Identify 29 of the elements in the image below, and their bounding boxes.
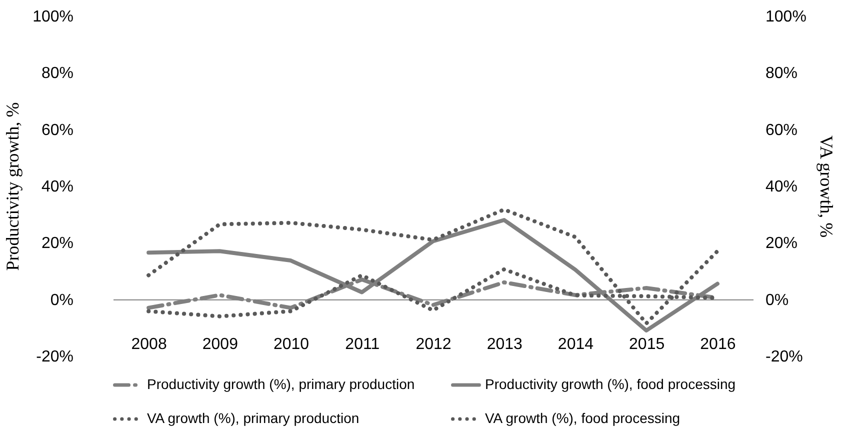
y2-axis-title: VA growth, % [816,135,836,238]
y2-tick-label: 0% [766,292,789,309]
y2-tick-label: 100% [766,8,806,26]
x-tick-label: 2016 [700,336,736,353]
x-tick-label: 2010 [273,336,310,353]
x-tick-label: 2015 [629,336,665,353]
x-tick-label: 2014 [558,336,594,353]
y2-tick-label: -20% [766,348,803,366]
y-tick-label: 100% [32,8,74,26]
y-tick-label: 40% [41,178,74,196]
x-tick-label: 2013 [486,336,523,353]
y-axis-title: Productivity growth, % [2,102,23,271]
x-tick-label: 2012 [416,336,452,353]
legend-label: Productivity growth (%), food processing [485,376,736,392]
y-tick-label: 80% [41,65,74,82]
x-tick-label: 2011 [345,336,380,353]
legend-label: Productivity growth (%), primary production [147,376,415,392]
legend-label: VA growth (%), food processing [485,410,680,426]
legend-label: VA growth (%), primary production [147,410,360,426]
y2-tick-label: 40% [766,178,798,196]
y2-tick-label: 20% [766,235,798,252]
x-tick-label: 2008 [131,336,167,353]
y2-tick-label: 80% [766,65,798,82]
x-tick-label: 2009 [202,336,238,353]
y2-tick-label: 60% [766,122,798,139]
y-tick-label: -20% [36,348,74,366]
y-tick-label: 20% [41,235,74,252]
y-tick-label: 0% [50,292,74,309]
y-tick-label: 60% [41,122,74,139]
